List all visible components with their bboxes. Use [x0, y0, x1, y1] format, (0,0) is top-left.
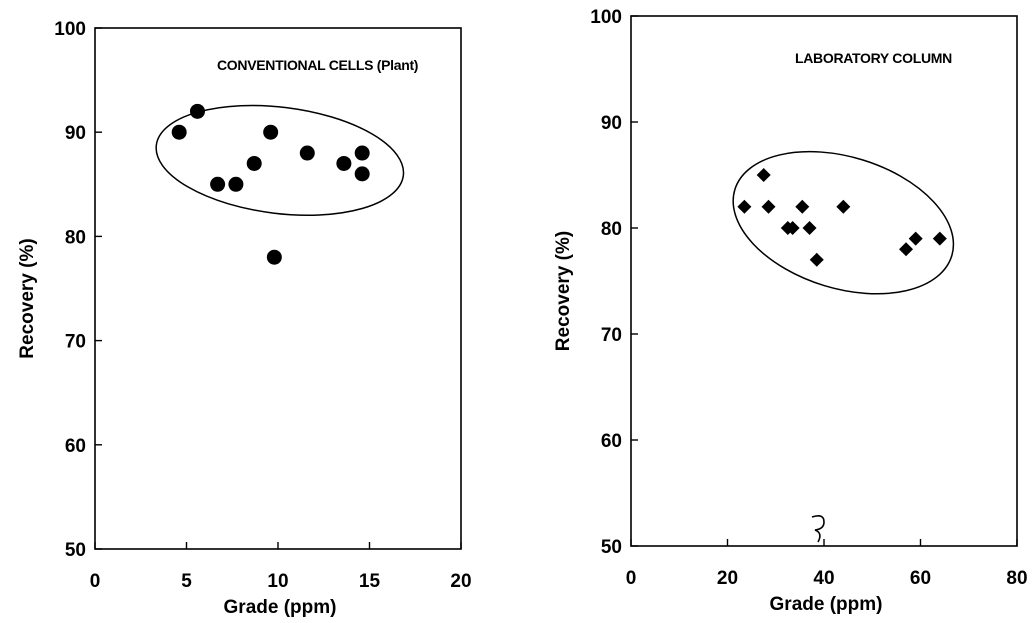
x-tick-label: 80	[1006, 568, 1027, 589]
chart-conventional-cells: 50 60 70 80 90 100 0 5 10 15 20 Grade (ppm) Recovery…	[17, 19, 472, 618]
y-tick-label: 100	[54, 19, 86, 40]
data-point-diamond	[785, 221, 800, 235]
y-tick-label: 80	[65, 227, 86, 248]
x-tick-label: 0	[90, 571, 101, 592]
data-point-circle	[189, 103, 205, 119]
data-point-circle	[228, 176, 244, 192]
y-tick-label: 70	[65, 332, 86, 353]
data-point-diamond	[908, 231, 923, 246]
x-tick-label: 60	[910, 568, 931, 589]
data-point-diamond	[836, 199, 851, 214]
y-tick-label: 80	[601, 219, 622, 240]
data-point-diamond	[756, 168, 771, 182]
y-tick-label: 50	[65, 540, 86, 561]
y-tick-label: 90	[601, 113, 622, 134]
x-tick-label: 15	[359, 571, 381, 592]
data-point-diamond	[899, 242, 914, 257]
x-tick-label: 5	[181, 571, 192, 592]
y-axis-title: Recovery (%)	[553, 231, 574, 351]
data-point-circle	[266, 249, 282, 265]
data-point-circle	[354, 145, 370, 161]
data-point-circle	[210, 176, 226, 192]
plot-frame	[630, 15, 1018, 547]
y-tick-label: 100	[590, 7, 622, 28]
data-point-diamond	[932, 231, 947, 246]
y-tick-label: 60	[65, 436, 86, 457]
data-point-diamond	[737, 199, 752, 214]
x-tick-label: 20	[450, 571, 471, 592]
y-tick-label: 50	[601, 537, 622, 558]
data-point-circle	[246, 155, 262, 171]
x-tick-label: 20	[717, 568, 738, 589]
y-tick-label: 90	[65, 123, 86, 144]
x-tick-label: 40	[813, 568, 834, 589]
chart-annotation: LABORATORY COLUMN	[795, 50, 952, 66]
stray-mark	[811, 515, 825, 543]
cluster-ellipse	[732, 150, 955, 295]
data-point-diamond	[761, 199, 776, 214]
cluster-ellipse	[155, 104, 405, 216]
y-tick-label: 60	[601, 431, 622, 452]
data-point-circle	[336, 155, 352, 171]
data-point-diamond	[809, 252, 824, 267]
x-axis-title: Grade (ppm)	[224, 597, 337, 618]
data-point-circle	[299, 145, 315, 161]
data-point-circle	[171, 124, 187, 140]
data-point-circle	[354, 166, 370, 182]
x-tick-label: 0	[626, 568, 637, 589]
chart-laboratory-column: 50 60 70 80 90 100 0 20 40 60 80 Grade (ppm) Recover…	[553, 7, 1028, 615]
data-point-diamond	[802, 221, 817, 235]
x-tick-label: 10	[267, 571, 288, 592]
y-tick-label: 70	[601, 325, 622, 346]
y-axis-title: Recovery (%)	[17, 238, 38, 358]
data-point-diamond	[795, 199, 810, 214]
data-point-circle	[263, 124, 279, 140]
chart-annotation: CONVENTIONAL CELLS (Plant)	[217, 57, 418, 73]
x-axis-title: Grade (ppm)	[770, 594, 883, 615]
